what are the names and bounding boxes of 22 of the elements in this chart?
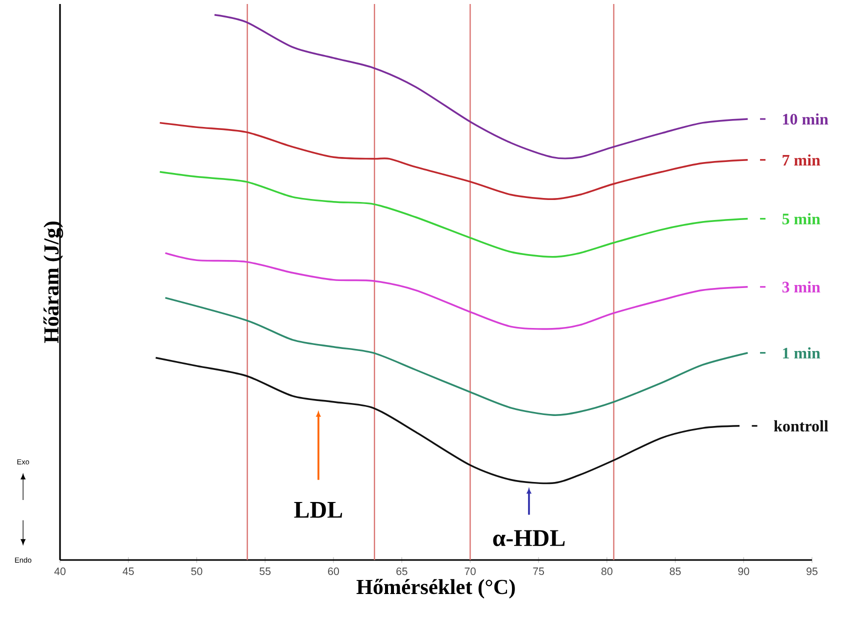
x-tick-label: 40: [54, 568, 66, 576]
x-tick-label: 95: [806, 568, 818, 576]
annotation: LDL: [294, 502, 342, 518]
legend-label: 1 min: [783, 347, 820, 358]
legend-label: kontroll: [774, 420, 828, 432]
legend-label: 7 min: [782, 154, 820, 166]
x-tick-label: 65: [396, 568, 408, 576]
x-tick-label: 55: [260, 568, 271, 575]
x-tick-label: 50: [191, 568, 202, 576]
x-tick-label: 45: [122, 568, 134, 575]
x-tick-label: 80: [601, 568, 612, 576]
x-tick-label: 60: [328, 568, 339, 576]
y-axis-title: Hőáram (J/g): [43, 222, 64, 343]
annotation: α-HDL: [493, 530, 565, 546]
legend-label: 5 min: [782, 213, 820, 224]
x-axis-title: Hőmérséklet (°C): [356, 578, 515, 598]
legend-label: 3 min: [782, 281, 820, 293]
legend-label: 10 min: [783, 113, 828, 125]
x-tick-label: 75: [533, 568, 544, 575]
x-tick-label: 90: [738, 568, 750, 576]
x-tick-label: 85: [670, 568, 681, 576]
x-tick-label: 70: [464, 568, 476, 576]
